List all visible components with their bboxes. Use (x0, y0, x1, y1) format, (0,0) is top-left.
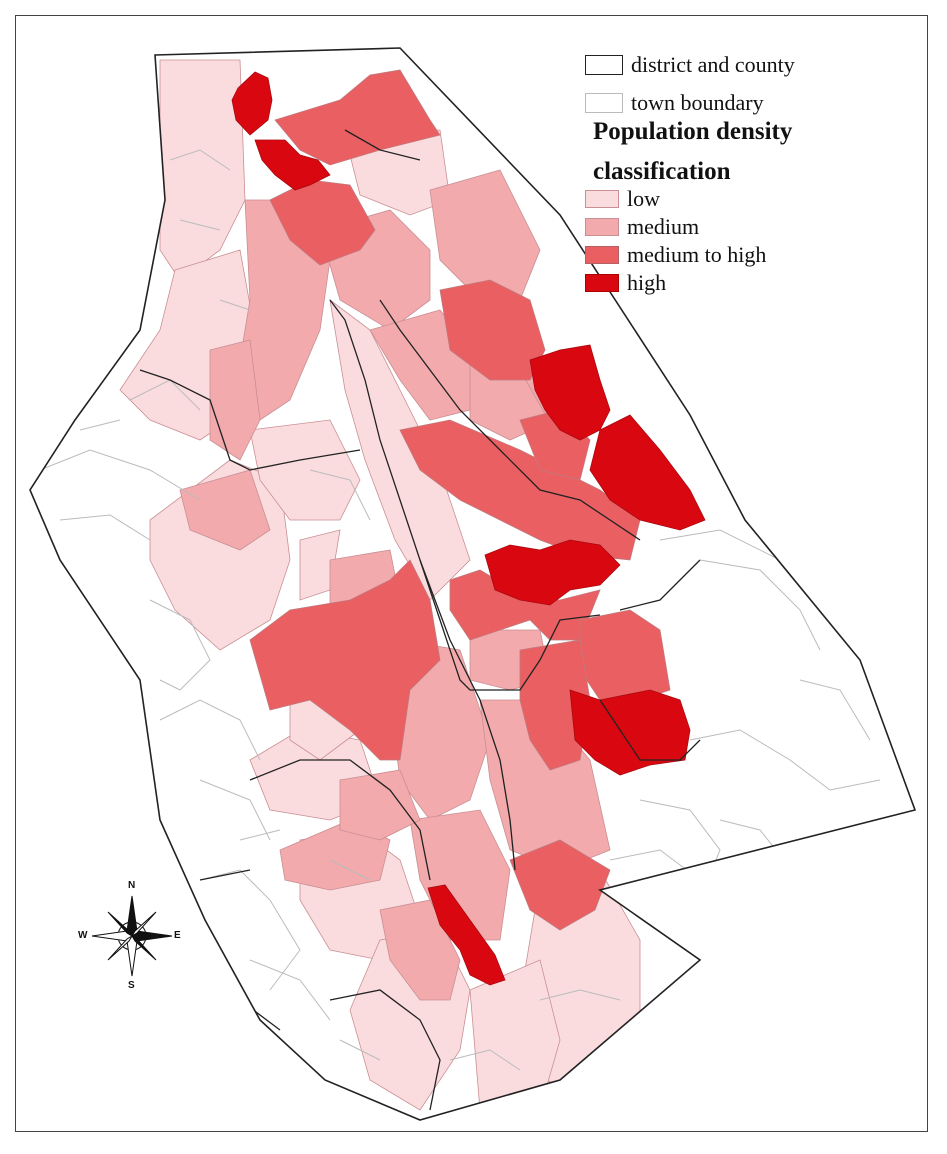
compass-east-label: E (174, 930, 181, 941)
legend-label-town-boundary: town boundary (631, 90, 764, 115)
legend-label-low: low (627, 186, 660, 211)
legend-row-high: high (585, 272, 666, 294)
legend-label-medium-to-high: medium to high (627, 242, 767, 267)
compass-west-label: W (78, 930, 88, 941)
legend-label-high: high (627, 270, 667, 295)
legend-title: Population density classification (593, 118, 793, 185)
district-county-boundaries (139, 129, 701, 1111)
compass-rose-icon: N S E W (78, 880, 182, 991)
compass-north-label: N (128, 880, 136, 891)
district-county-swatch (585, 55, 623, 75)
medium-swatch (585, 218, 619, 236)
low-swatch (585, 190, 619, 208)
compass-south-label: S (128, 980, 135, 991)
high-swatch (585, 274, 619, 292)
medium-to-high-swatch (585, 246, 619, 264)
legend-label-district-county: district and county (631, 52, 795, 77)
legend-row-district-county: district and county (585, 54, 795, 76)
town-boundary-swatch (585, 93, 623, 113)
legend-row-town-boundary: town boundary (585, 92, 764, 114)
legend-row-medium-to-high: medium to high (585, 244, 766, 266)
legend-label-medium: medium (627, 214, 700, 239)
legend-row-medium: medium (585, 216, 699, 238)
region-high (231, 71, 706, 986)
study-area-outline (29, 47, 917, 1121)
legend-row-low: low (585, 188, 660, 210)
